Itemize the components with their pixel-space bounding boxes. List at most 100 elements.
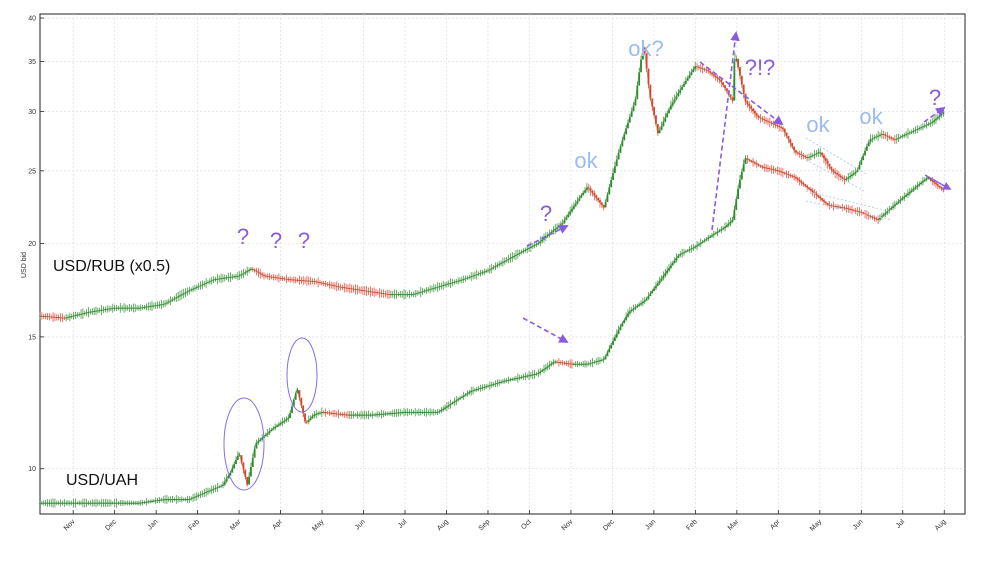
ok-annotation: ok	[859, 104, 883, 129]
candle-body	[593, 362, 596, 363]
candle-body	[584, 190, 586, 193]
candle-body	[914, 187, 917, 189]
candle-body	[158, 500, 161, 501]
candle-body	[110, 308, 112, 310]
candle-body	[847, 208, 850, 210]
candle-body	[621, 323, 624, 327]
candle-body	[401, 294, 404, 296]
candle-body	[836, 172, 838, 175]
candle-body	[263, 274, 265, 276]
candle-body	[768, 168, 771, 170]
candle-body	[770, 122, 773, 124]
candle-body	[595, 361, 598, 363]
candle-body	[925, 178, 928, 180]
candle-body	[679, 254, 682, 256]
candle-body	[255, 270, 258, 272]
candle-body	[755, 113, 758, 116]
candle-body	[63, 502, 66, 504]
candle-body	[177, 499, 180, 501]
candle-body	[44, 316, 47, 318]
candle-body	[595, 195, 598, 198]
candle-body	[240, 274, 243, 276]
candle-body	[671, 102, 674, 106]
candle-body	[785, 132, 788, 136]
candle-body	[498, 382, 501, 384]
candle-body	[414, 293, 417, 295]
candle-body	[309, 280, 312, 282]
candle-body	[893, 204, 896, 207]
candle-body	[427, 289, 430, 291]
candle-body	[558, 225, 560, 228]
candle-body	[180, 499, 183, 501]
candle-body	[507, 380, 510, 381]
candle-body	[711, 72, 713, 75]
candle-body	[272, 428, 275, 430]
x-tick-label: Sep	[478, 518, 492, 532]
candle-body	[830, 205, 833, 207]
candle-body	[104, 309, 107, 311]
candle-body	[819, 196, 822, 199]
candle-body	[880, 134, 883, 135]
candle-body	[216, 487, 219, 489]
candle-body	[907, 193, 909, 196]
candle-body	[690, 248, 693, 250]
candle-body	[571, 363, 573, 365]
candle-body	[91, 502, 94, 504]
candle-body	[240, 455, 243, 463]
candle-body	[604, 202, 607, 208]
candle-body	[395, 412, 398, 414]
candle-body	[871, 138, 874, 140]
candle-body	[851, 174, 853, 177]
candle-body	[347, 414, 349, 416]
candle-body	[162, 499, 165, 501]
candle-body	[688, 75, 691, 78]
annotation-layer: ?? ????!? ok ok? ok ok	[223, 31, 952, 491]
candle-body	[535, 244, 538, 246]
candle-body	[278, 277, 280, 279]
candle-body	[503, 261, 506, 263]
candle-body	[261, 437, 264, 440]
candle-body	[52, 502, 54, 504]
candle-body	[479, 273, 482, 274]
candle-body	[515, 378, 517, 380]
candle-body	[169, 499, 172, 501]
candle-body	[371, 414, 374, 416]
candle-body	[166, 499, 168, 501]
candle-body	[253, 448, 256, 458]
candle-body	[783, 172, 786, 174]
candle-body	[617, 330, 620, 334]
candle-body	[819, 152, 822, 154]
candle-body	[746, 101, 749, 104]
candle-body	[425, 412, 428, 413]
candle-body	[755, 163, 758, 165]
candle-body	[423, 412, 426, 413]
series-usd-rub	[39, 43, 945, 323]
candle-body	[248, 476, 250, 485]
candle-body	[649, 84, 652, 99]
candle-body	[365, 414, 368, 416]
candle-body	[533, 374, 536, 376]
candle-body	[199, 494, 202, 496]
candle-body	[479, 388, 482, 390]
candle-body	[362, 290, 364, 291]
candle-body	[530, 246, 532, 248]
candle-body	[733, 209, 736, 221]
candle-body	[63, 317, 66, 319]
ok-annotation: ok	[806, 112, 830, 137]
candle-body	[733, 61, 736, 101]
candle-body	[490, 268, 493, 270]
candle-body	[752, 108, 754, 112]
candle-body	[742, 163, 745, 172]
candle-body	[684, 80, 687, 84]
candle-body	[811, 190, 814, 192]
candle-body	[806, 185, 809, 188]
candle-body	[186, 291, 189, 293]
candle-body	[780, 171, 782, 172]
candle-body	[158, 304, 161, 306]
candle-body	[123, 307, 125, 309]
candle-body	[488, 385, 491, 387]
candle-body	[222, 484, 224, 487]
candle-body	[93, 502, 96, 504]
candle-body	[811, 155, 814, 157]
candle-body	[404, 412, 407, 413]
